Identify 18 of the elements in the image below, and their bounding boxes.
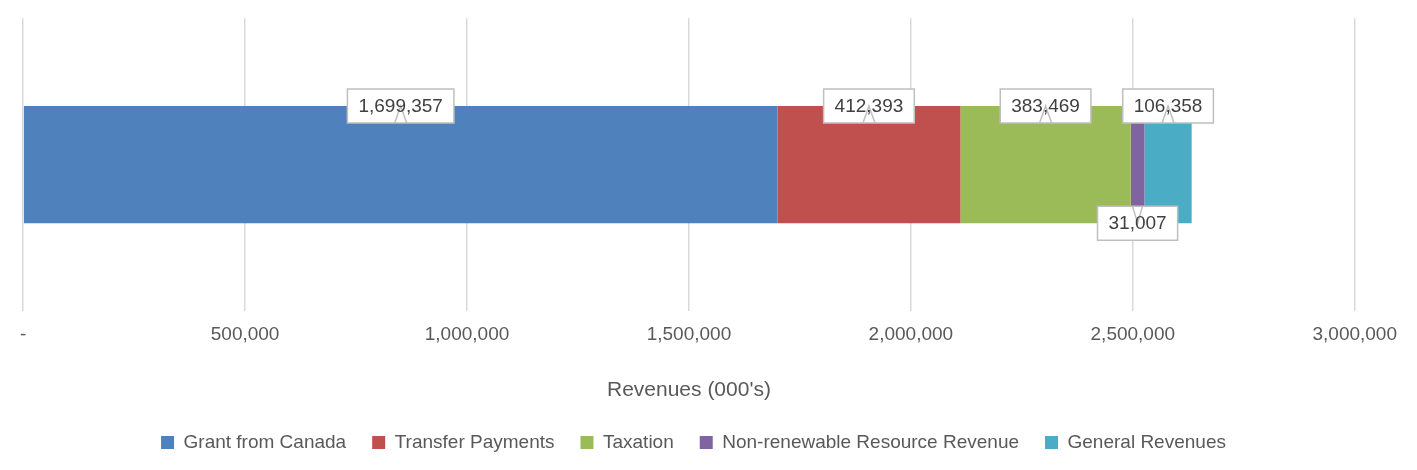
- x-tick-label: -: [20, 322, 27, 344]
- legend-label: Non-renewable Resource Revenue: [722, 430, 1020, 452]
- data-label: 383,469: [1011, 95, 1080, 117]
- x-tick-label: 2,000,000: [868, 322, 954, 344]
- data-label: 412,393: [834, 95, 904, 117]
- data-label: 1,699,357: [358, 95, 443, 117]
- x-tick-label: 1,500,000: [646, 322, 732, 344]
- x-tick-label: 500,000: [210, 322, 280, 344]
- x-tick-label: 1,000,000: [424, 322, 510, 344]
- legend-label: Grant from Canada: [183, 430, 347, 452]
- legend-label: General Revenues: [1067, 430, 1226, 452]
- x-axis-title: Revenues (000's): [606, 377, 771, 401]
- data-label: 106,358: [1133, 95, 1203, 117]
- legend-label: Taxation: [602, 430, 674, 452]
- legend-label: Transfer Payments: [394, 430, 555, 452]
- data-label: 31,007: [1108, 212, 1167, 234]
- x-tick-label: 2,500,000: [1090, 322, 1176, 344]
- x-tick-label: 3,000,000: [1312, 322, 1397, 344]
